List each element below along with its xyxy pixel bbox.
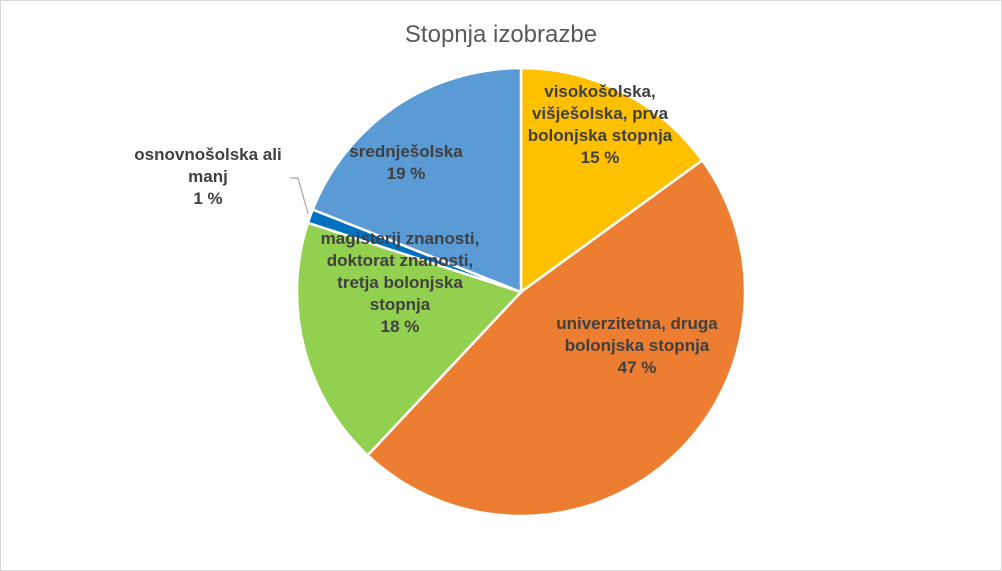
slice-data-label: magisterij znanosti, doktorat znanosti, tr…: [321, 229, 480, 336]
slice-data-label: osnovnošolska ali manj 1 %: [134, 145, 281, 208]
pie-slice: [519, 66, 704, 295]
slice-data-label: srednješolska 19 %: [349, 142, 463, 183]
pie-slice: [365, 158, 747, 518]
chart-title: Stopnja izobrazbe: [404, 21, 598, 48]
pie-slice: [295, 221, 524, 458]
pie-slice: [311, 66, 523, 294]
slice-data-label: univerzitetna, druga bolonjska stopnja 47 …: [556, 314, 718, 377]
slice-data-label: visokošolska, višješolska, prva bolonjska …: [528, 82, 673, 167]
leader-line: [290, 177, 309, 215]
